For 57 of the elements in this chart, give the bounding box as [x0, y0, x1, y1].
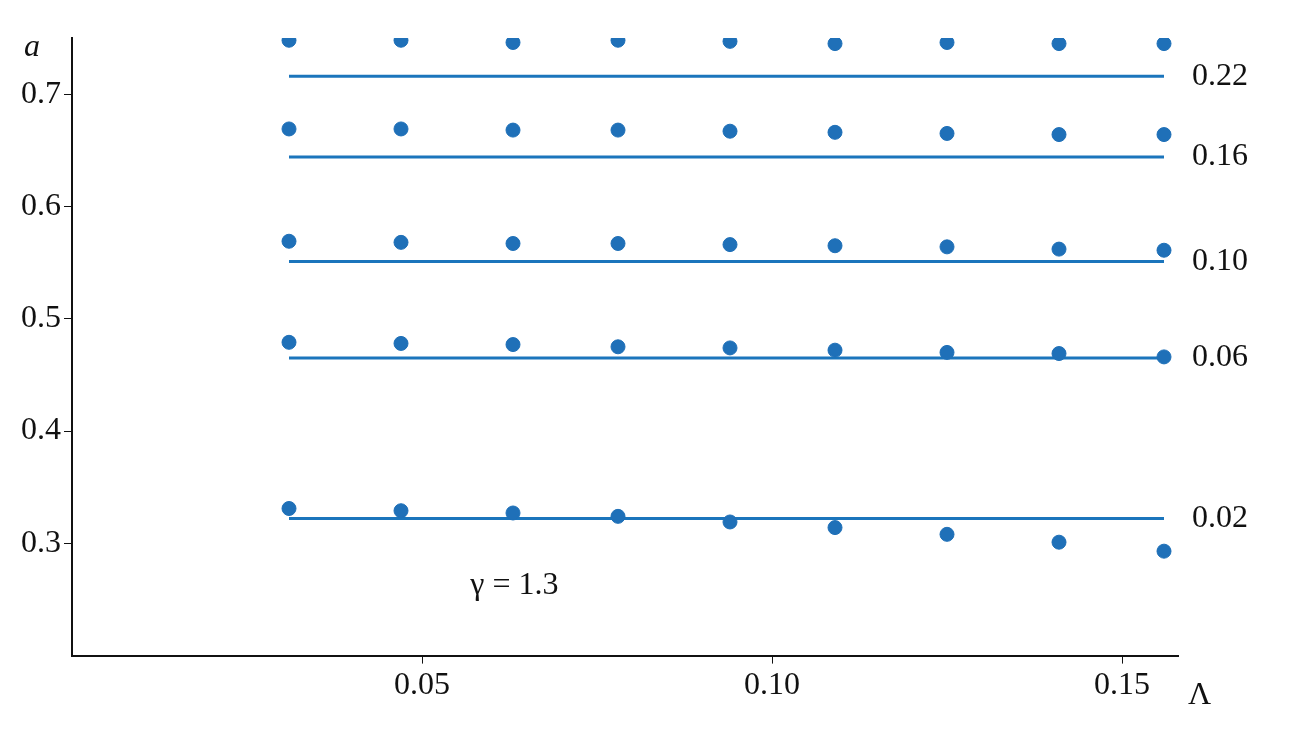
point: [1051, 241, 1067, 257]
point: [610, 339, 626, 355]
point: [281, 334, 297, 350]
point: [827, 238, 843, 254]
y-axis-title: a: [24, 27, 40, 64]
point: [281, 121, 297, 137]
y-tick-label: 0.4: [21, 410, 61, 447]
point: [610, 122, 626, 138]
point: [939, 38, 955, 50]
point: [722, 340, 738, 356]
point: [1156, 349, 1172, 365]
series-label: 0.02: [1192, 498, 1248, 535]
point: [827, 124, 843, 140]
x-tick-label: 0.05: [394, 665, 450, 702]
point: [281, 233, 297, 249]
point: [610, 508, 626, 524]
point: [505, 337, 521, 353]
x-tick-label: 0.15: [1094, 665, 1150, 702]
series-label: 0.22: [1192, 55, 1248, 92]
point: [1051, 127, 1067, 143]
point: [393, 121, 409, 137]
point: [393, 335, 409, 351]
point: [1156, 242, 1172, 258]
point: [1051, 534, 1067, 550]
y-tick-label: 0.7: [21, 73, 61, 110]
point: [827, 520, 843, 536]
point: [1051, 38, 1067, 52]
y-tick-label: 0.6: [21, 185, 61, 222]
point: [939, 344, 955, 360]
x-tick-label: 0.10: [744, 665, 800, 702]
point: [505, 122, 521, 138]
point: [939, 125, 955, 141]
point: [1156, 38, 1172, 52]
y-tick-label: 0.5: [21, 298, 61, 335]
point: [722, 123, 738, 139]
point: [281, 501, 297, 516]
point: [505, 235, 521, 251]
point: [1156, 543, 1172, 559]
point: [393, 503, 409, 519]
point: [1156, 127, 1172, 143]
series-label: 0.16: [1192, 136, 1248, 173]
point: [1051, 346, 1067, 362]
point: [939, 239, 955, 255]
point: [722, 237, 738, 253]
point: [505, 38, 521, 50]
point: [610, 235, 626, 251]
point: [827, 342, 843, 358]
series-label: 0.06: [1192, 337, 1248, 374]
y-tick-label: 0.3: [21, 522, 61, 559]
annotation: γ = 1.3: [469, 565, 559, 602]
x-axis-title: Λ: [1188, 675, 1212, 712]
point: [939, 526, 955, 542]
point: [393, 234, 409, 250]
series-label: 0.10: [1192, 240, 1248, 277]
point: [827, 38, 843, 52]
point: [722, 514, 738, 530]
point: [505, 505, 521, 521]
